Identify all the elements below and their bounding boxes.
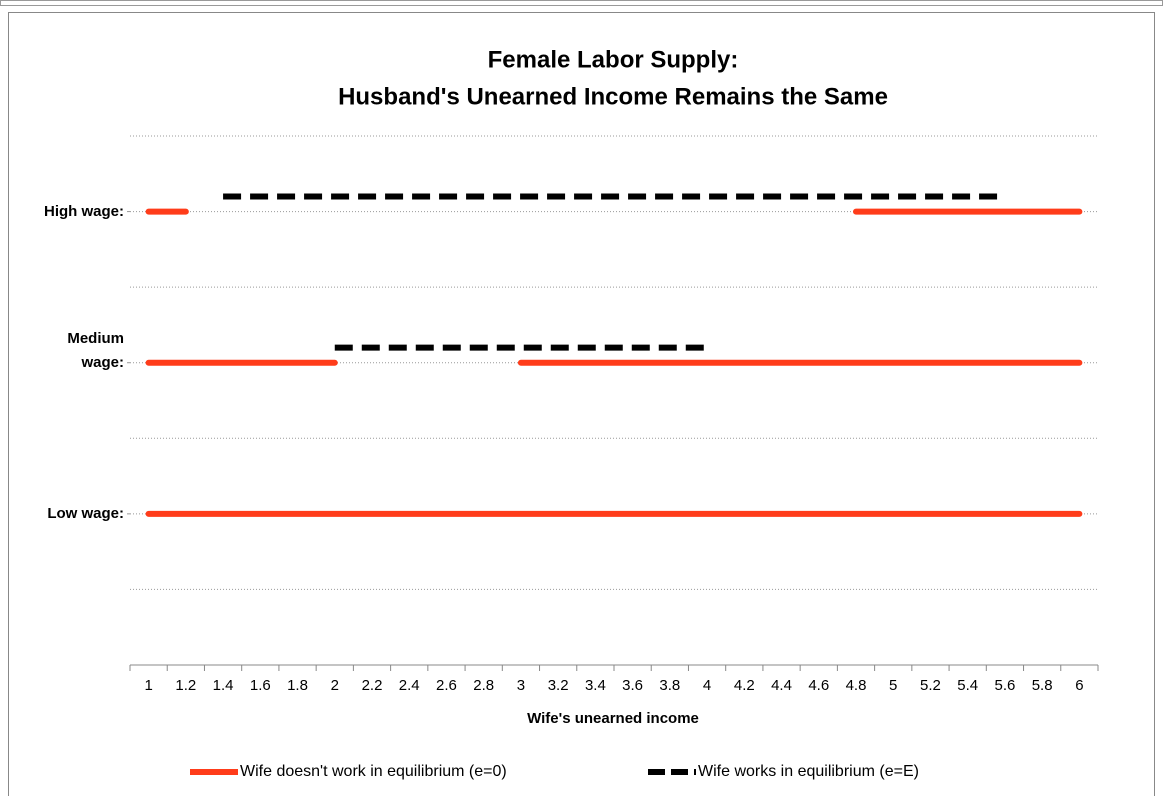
x-tick-label: 5.2 (920, 677, 941, 694)
y-tick-label: High wage: (43, 202, 124, 220)
top-strip (0, 0, 1163, 6)
x-tick-label: 6 (1075, 677, 1083, 694)
y-tick-label: Low wage: (47, 504, 124, 522)
x-tick-label: 1 (144, 677, 152, 694)
x-tick-label: 1.6 (250, 677, 271, 694)
x-tick-label: 5 (889, 677, 897, 694)
x-tick-label: 4.4 (771, 677, 792, 694)
x-tick-label: 1.2 (175, 677, 196, 694)
chart-title: Female Labor Supply: (488, 46, 739, 73)
x-tick-label: 2.4 (399, 677, 420, 694)
x-axis-label: Wife's unearned income (527, 710, 699, 727)
x-tick-label: 3.6 (622, 677, 643, 694)
x-tick-label: 2.6 (436, 677, 457, 694)
x-tick-label: 1.8 (287, 677, 308, 694)
chart-title: Husband's Unearned Income Remains the Sa… (338, 83, 888, 110)
x-tick-label: 3.4 (585, 677, 606, 694)
x-tick-label: 4.8 (846, 677, 867, 694)
x-tick-label: 1.4 (213, 677, 234, 694)
legend-label: Wife works in equilibrium (e=E) (698, 763, 919, 780)
y-tick-label: Medium wage: (67, 329, 124, 371)
x-tick-label: 2 (331, 677, 339, 694)
x-tick-label: 5.8 (1032, 677, 1053, 694)
x-tick-label: 3.2 (548, 677, 569, 694)
x-tick-label: 2.2 (362, 677, 383, 694)
x-tick-label: 5.4 (957, 677, 978, 694)
x-tick-label: 4.6 (808, 677, 829, 694)
x-tick-label: 2.8 (473, 677, 494, 694)
x-tick-label: 3.8 (659, 677, 680, 694)
x-tick-label: 3 (517, 677, 525, 694)
x-tick-label: 4 (703, 677, 711, 694)
x-tick-label: 5.6 (994, 677, 1015, 694)
legend-label: Wife doesn't work in equilibrium (e=0) (240, 763, 507, 780)
x-tick-label: 4.2 (734, 677, 755, 694)
